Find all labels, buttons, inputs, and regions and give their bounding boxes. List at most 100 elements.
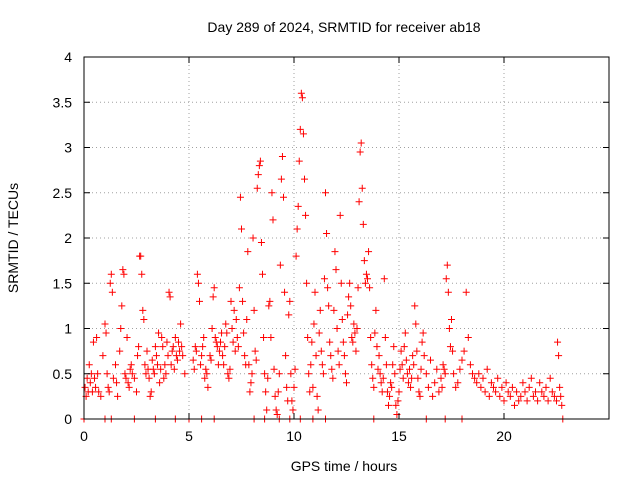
data-point [316, 306, 324, 314]
data-point [288, 397, 296, 405]
data-point [114, 392, 122, 400]
data-point [163, 338, 171, 346]
data-point [410, 361, 418, 369]
data-point [160, 374, 168, 382]
data-point [250, 306, 258, 314]
data-point [207, 356, 215, 364]
data-point [477, 383, 485, 391]
data-point [350, 320, 358, 328]
data-point [553, 397, 560, 405]
data-point [169, 343, 177, 351]
data-point [211, 334, 219, 342]
data-point [89, 338, 97, 346]
data-point [402, 356, 410, 364]
data-point [274, 388, 282, 396]
data-point [360, 257, 368, 265]
data-point [275, 370, 283, 378]
data-point [490, 383, 497, 391]
data-point [417, 365, 425, 373]
data-point [108, 288, 116, 296]
data-point [138, 270, 146, 278]
data-point [244, 248, 252, 256]
data-point [158, 334, 166, 342]
data-point [487, 379, 495, 387]
data-point [359, 220, 367, 228]
data-point [370, 383, 378, 391]
data-point [91, 374, 98, 382]
data-point [240, 329, 248, 337]
data-point [162, 370, 170, 378]
data-point [224, 370, 232, 378]
data-point [147, 388, 155, 396]
data-point [329, 374, 337, 382]
data-point [358, 184, 366, 192]
data-point [107, 270, 115, 278]
data-point [168, 347, 176, 355]
data-point [326, 338, 334, 346]
data-point [515, 397, 523, 405]
data-point [349, 338, 357, 346]
data-point [406, 365, 413, 373]
data-point [521, 388, 529, 396]
data-point [320, 275, 328, 283]
data-point [318, 361, 326, 369]
data-point [313, 392, 321, 400]
data-point [534, 397, 542, 405]
data-point [267, 334, 275, 342]
data-point [542, 383, 550, 391]
data-point [304, 334, 312, 342]
data-point [172, 352, 180, 360]
data-point [189, 356, 197, 364]
data-point [448, 315, 455, 323]
data-point [306, 388, 314, 396]
data-point [204, 383, 212, 391]
chart-title: Day 289 of 2024, SRMTID for receiver ab1… [207, 19, 480, 35]
data-point [262, 388, 270, 396]
data-point [439, 361, 447, 369]
data-point [557, 392, 565, 400]
data-point [485, 392, 493, 400]
data-point [85, 361, 93, 369]
x-tick-labels: 0 5 10 15 20 [80, 428, 512, 444]
data-point [301, 175, 308, 183]
data-point [527, 374, 535, 382]
data-point [394, 397, 402, 405]
data-point [286, 297, 294, 305]
data-point [199, 343, 207, 351]
data-point [277, 175, 285, 183]
data-point [464, 334, 472, 342]
data-point [355, 198, 363, 206]
data-point [247, 379, 255, 387]
data-point [217, 338, 224, 346]
data-point [433, 365, 441, 373]
data-point [416, 392, 424, 400]
data-point [166, 293, 174, 301]
data-point [392, 401, 400, 409]
data-point [356, 148, 364, 156]
data-point [398, 361, 406, 369]
data-point [324, 284, 332, 292]
data-point [377, 379, 385, 387]
data-point [133, 388, 140, 396]
data-point [376, 370, 384, 378]
data-point [365, 248, 373, 256]
data-point [285, 311, 293, 319]
data-point [395, 388, 403, 396]
data-point [380, 275, 388, 283]
data-point [317, 347, 325, 355]
data-point [83, 374, 91, 382]
data-point [397, 347, 405, 355]
data-point [196, 297, 203, 305]
data-point [336, 211, 344, 219]
data-point [95, 388, 103, 396]
data-point [103, 370, 111, 378]
data-point [156, 379, 164, 387]
data-point [105, 388, 113, 396]
data-point [315, 329, 323, 337]
data-point [513, 388, 521, 396]
data-point [382, 361, 390, 369]
data-point [332, 266, 340, 274]
data-point [404, 379, 412, 387]
data-point [177, 320, 185, 328]
data-point [500, 397, 508, 405]
